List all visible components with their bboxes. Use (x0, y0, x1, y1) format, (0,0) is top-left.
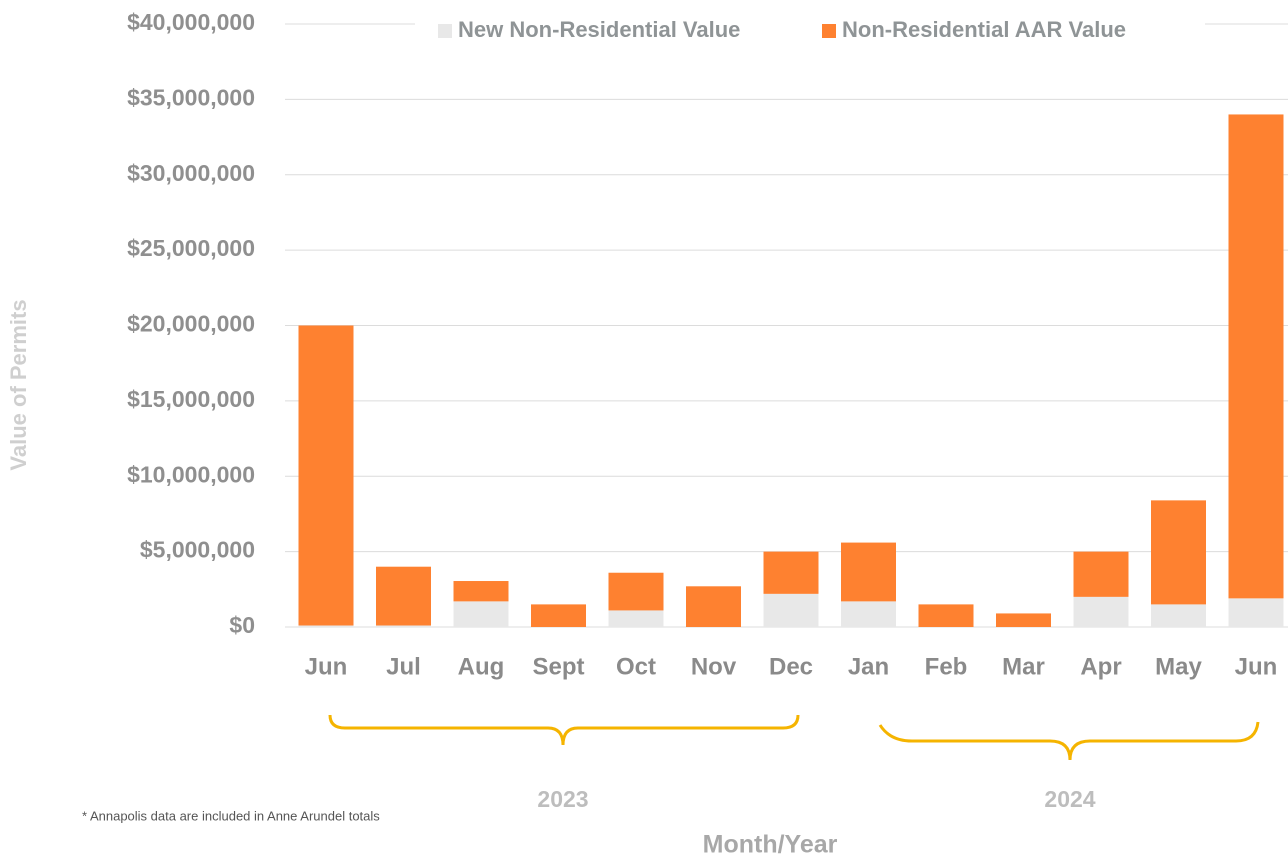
x-tick-label: Oct (616, 653, 656, 680)
group-label: 2023 (537, 786, 588, 812)
bar-segment (763, 551, 819, 594)
legend-label: Non-Residential AAR Value (842, 17, 1126, 42)
y-tick-label: $30,000,000 (127, 160, 255, 186)
bar-segment (686, 586, 741, 627)
bar-segment (1073, 551, 1129, 597)
legend: New Non-Residential Value Non-Residential… (415, 8, 1205, 42)
group-label: 2024 (1044, 786, 1095, 812)
brace-2024 (878, 721, 1260, 761)
x-tick-label: Mar (1002, 653, 1045, 680)
bar-segment (1073, 596, 1129, 627)
x-tick-label: Jun (305, 653, 348, 680)
legend-swatch (822, 24, 836, 38)
y-tick-label: $25,000,000 (127, 235, 255, 261)
y-tick-label: $10,000,000 (127, 461, 255, 487)
bar-segment (298, 325, 354, 626)
bar-segment (1151, 604, 1206, 627)
bar-segment (608, 610, 664, 627)
x-tick-label: Apr (1080, 653, 1121, 680)
y-tick-label: $5,000,000 (140, 537, 255, 563)
x-tick-label: Nov (691, 653, 737, 680)
bars: Jun Jul Aug Sept Oct Nov Dec Jan Feb Mar Apr May Jun (298, 114, 1284, 680)
y-tick-label: $20,000,000 (127, 311, 255, 337)
bar-segment (996, 613, 1051, 627)
x-tick-label: Feb (925, 653, 968, 680)
bar-segment (1151, 500, 1206, 605)
x-tick-label: Jan (848, 653, 889, 680)
x-tick-label: May (1155, 653, 1202, 680)
x-tick-label: Aug (458, 653, 505, 680)
bar-segment (298, 625, 354, 627)
legend-label: New Non-Residential Value (458, 17, 740, 42)
bar-segment (763, 593, 819, 627)
bar-segment (608, 572, 664, 611)
bar-segment (1228, 114, 1284, 599)
legend-background (415, 8, 1205, 42)
bar-segment (453, 601, 509, 627)
bar-segment (376, 566, 431, 626)
y-tick-label: $0 (229, 612, 255, 638)
bar-segment (531, 604, 586, 627)
bar-segment (453, 581, 509, 602)
legend-swatch (438, 24, 452, 38)
bar-segment (841, 542, 896, 602)
bar-segment (376, 625, 431, 627)
bar-segment (918, 604, 974, 627)
x-tick-label: Jul (386, 653, 421, 680)
y-tick-label: $35,000,000 (127, 84, 255, 110)
x-axis-title: Month/Year (703, 831, 838, 859)
y-axis-title: Value of Permits (6, 299, 31, 470)
x-tick-label: Jun (1235, 653, 1278, 680)
y-tick-label: $15,000,000 (127, 386, 255, 412)
footnote: * Annapolis data are included in Anne Ar… (82, 808, 380, 823)
grid: $0 $5,000,000 $10,000,000 $15,000,000 $20,00… (127, 9, 1288, 638)
bar-segment (1228, 598, 1284, 627)
bar-segment (841, 601, 896, 627)
x-tick-label: Sept (532, 653, 584, 680)
x-tick-label: Dec (769, 653, 813, 680)
y-tick-label: $40,000,000 (127, 9, 255, 35)
brace-2023 (328, 714, 800, 746)
